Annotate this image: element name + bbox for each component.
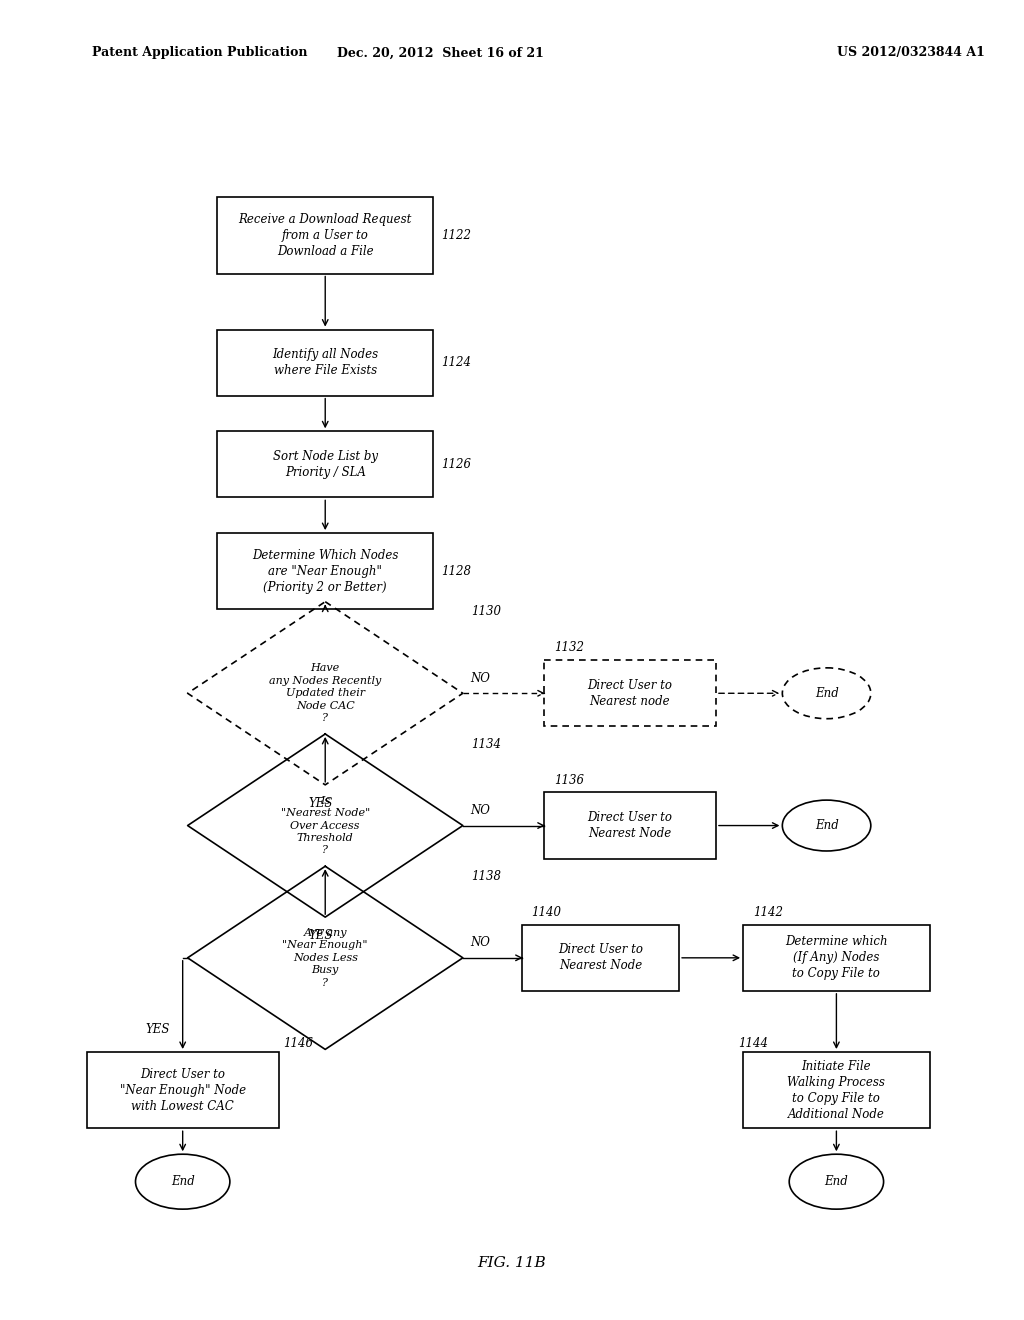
Text: Determine which
(If Any) Nodes
to Copy File to: Determine which (If Any) Nodes to Copy F… bbox=[785, 936, 888, 981]
Text: End: End bbox=[815, 818, 839, 832]
Text: YES: YES bbox=[145, 1023, 170, 1036]
Text: FIG. 11B: FIG. 11B bbox=[477, 1257, 547, 1270]
Bar bbox=[544, 792, 716, 858]
Text: 1132: 1132 bbox=[554, 642, 584, 655]
Text: 1140: 1140 bbox=[531, 906, 561, 919]
Text: 1124: 1124 bbox=[441, 356, 471, 370]
Text: Patent Application Publication: Patent Application Publication bbox=[92, 46, 307, 59]
Text: Identify all Nodes
where File Exists: Identify all Nodes where File Exists bbox=[272, 348, 378, 378]
Text: NO: NO bbox=[471, 672, 490, 685]
Text: Direct User to
Nearest node: Direct User to Nearest node bbox=[588, 678, 673, 708]
Ellipse shape bbox=[782, 800, 870, 851]
Text: Dec. 20, 2012  Sheet 16 of 21: Dec. 20, 2012 Sheet 16 of 21 bbox=[337, 46, 544, 59]
Text: 1134: 1134 bbox=[471, 738, 501, 751]
Ellipse shape bbox=[790, 1154, 884, 1209]
Text: 1122: 1122 bbox=[441, 228, 471, 242]
Bar bbox=[87, 1052, 279, 1129]
Text: 1136: 1136 bbox=[554, 774, 584, 787]
Text: Direct User to
Nearest Node: Direct User to Nearest Node bbox=[588, 810, 673, 840]
Text: Have
any Nodes Recently
Updated their
Node CAC
?: Have any Nodes Recently Updated their No… bbox=[269, 664, 381, 723]
Bar bbox=[217, 197, 433, 273]
Text: End: End bbox=[815, 686, 839, 700]
Polygon shape bbox=[187, 866, 463, 1049]
Bar bbox=[743, 1052, 930, 1129]
Text: Direct User to
"Near Enough" Node
with Lowest CAC: Direct User to "Near Enough" Node with L… bbox=[120, 1068, 246, 1113]
Text: YES: YES bbox=[308, 797, 333, 809]
Ellipse shape bbox=[782, 668, 870, 718]
Text: 1128: 1128 bbox=[441, 565, 471, 578]
Text: NO: NO bbox=[471, 804, 490, 817]
Bar bbox=[522, 925, 679, 991]
Bar bbox=[217, 533, 433, 610]
Text: Are any
"Near Enough"
Nodes Less
Busy
?: Are any "Near Enough" Nodes Less Busy ? bbox=[283, 928, 368, 987]
Text: Sort Node List by
Priority / SLA: Sort Node List by Priority / SLA bbox=[272, 450, 378, 479]
Bar bbox=[544, 660, 716, 726]
Text: US 2012/0323844 A1: US 2012/0323844 A1 bbox=[838, 46, 985, 59]
Text: YES: YES bbox=[308, 929, 333, 942]
Text: End: End bbox=[824, 1175, 848, 1188]
Polygon shape bbox=[187, 734, 463, 917]
Text: Determine Which Nodes
are "Near Enough"
(Priority 2 or Better): Determine Which Nodes are "Near Enough" … bbox=[252, 549, 398, 594]
Text: Receive a Download Request
from a User to
Download a File: Receive a Download Request from a User t… bbox=[239, 213, 412, 257]
Text: 1138: 1138 bbox=[471, 870, 501, 883]
Text: 1130: 1130 bbox=[471, 606, 501, 618]
Ellipse shape bbox=[135, 1154, 229, 1209]
Text: 1142: 1142 bbox=[753, 906, 782, 919]
Text: Is
"Nearest Node"
Over Access
Threshold
?: Is "Nearest Node" Over Access Threshold … bbox=[281, 796, 370, 855]
Polygon shape bbox=[187, 602, 463, 785]
Text: 1146: 1146 bbox=[284, 1038, 313, 1051]
Text: End: End bbox=[171, 1175, 195, 1188]
Text: Direct User to
Nearest Node: Direct User to Nearest Node bbox=[558, 944, 643, 973]
Text: Initiate File
Walking Process
to Copy File to
Additional Node: Initiate File Walking Process to Copy Fi… bbox=[787, 1060, 886, 1121]
Bar bbox=[217, 330, 433, 396]
Text: 1144: 1144 bbox=[738, 1038, 768, 1051]
Bar bbox=[743, 925, 930, 991]
Bar bbox=[217, 432, 433, 498]
Text: NO: NO bbox=[471, 936, 490, 949]
Text: 1126: 1126 bbox=[441, 458, 471, 471]
